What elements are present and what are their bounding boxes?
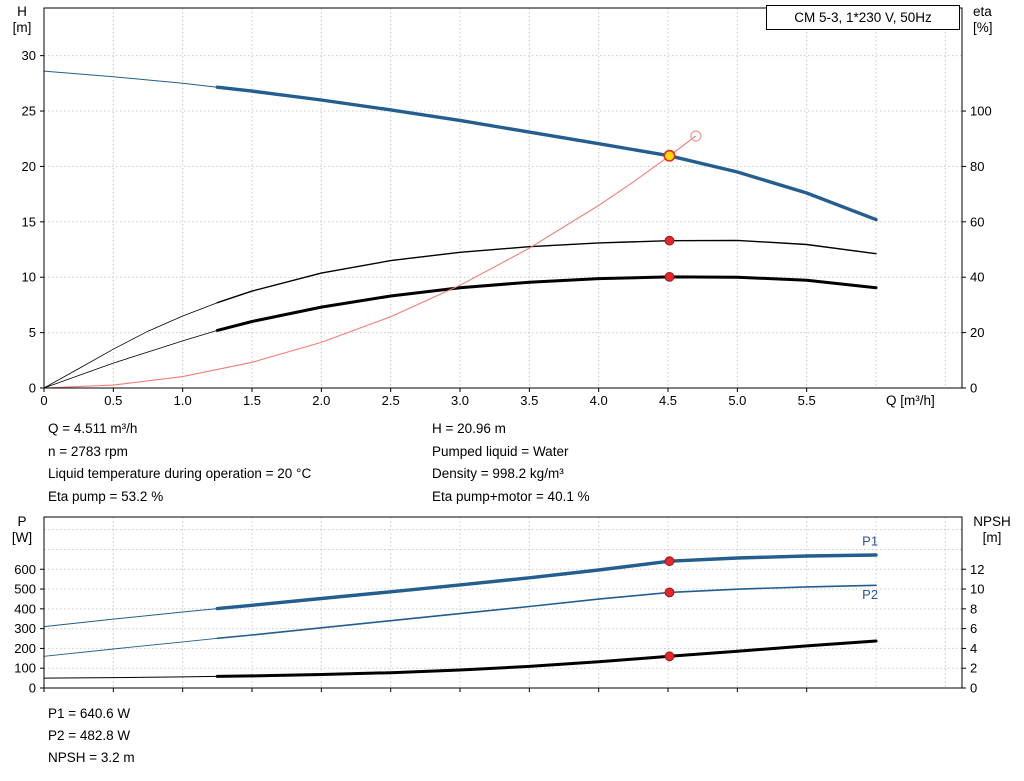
eta-axis-unit: [%] — [973, 20, 993, 35]
left-tick-label: 200 — [14, 641, 36, 656]
left-tick-label: 300 — [14, 621, 36, 636]
eta-pump-motor-point — [664, 272, 675, 282]
right-tick-label: 0 — [970, 681, 977, 696]
right-tick-label: 100 — [970, 104, 992, 119]
power-info: P1 = 640.6 W P2 = 482.8 W NPSH = 3.2 m — [48, 703, 135, 769]
p-axis-symbol: P — [17, 514, 27, 529]
x-tick-label: 2.5 — [382, 393, 400, 408]
right-tick-label: 6 — [970, 621, 977, 636]
left-tick-label: 600 — [14, 562, 36, 577]
series-label-p1: P1 — [862, 534, 878, 549]
npsh-axis-header: NPSH [m] — [964, 514, 1020, 546]
hq-eta-chart: 0 5 10 15 20 25 30 0 20 40 60 80 100 0 0.5 1.0 1.5 2.0 2.5… — [22, 7, 992, 408]
x-tick-label: 4.0 — [590, 393, 608, 408]
duty-info-right: H = 20.96 m Pumped liquid = Water Densit… — [432, 418, 590, 508]
power-npsh-chart: 0 100 200 300 400 500 600 0 2 4 6 8 10 12 P1 P2 — [14, 516, 984, 696]
p2-curve-lead-in — [43, 637, 218, 657]
requested-duty-point — [690, 130, 702, 142]
system-curve — [43, 135, 697, 389]
p1-point — [664, 556, 675, 567]
series-label-p2: P2 — [862, 587, 878, 602]
h-axis-unit: [m] — [12, 20, 32, 35]
p2-value: P2 = 482.8 W — [48, 728, 131, 743]
left-tick-label: 0 — [29, 381, 36, 396]
left-tick-label: 25 — [22, 104, 36, 119]
q-value: Q = 4.511 m³/h — [48, 421, 138, 436]
right-tick-label: 0 — [970, 381, 977, 396]
right-tick-label: 12 — [970, 562, 984, 577]
eta-pump-motor-value: Eta pump+motor = 40.1 % — [432, 488, 590, 504]
duty-point[interactable] — [663, 149, 676, 162]
left-tick-label: 100 — [14, 661, 36, 676]
h-axis-header: H [m] — [2, 4, 42, 36]
pump-model-box: CM 5-3, 1*230 V, 50Hz — [766, 5, 960, 30]
h-value: H = 20.96 m — [432, 421, 506, 436]
left-tick-label: 0 — [29, 681, 36, 696]
eta-pump-curve — [216, 239, 877, 304]
p-axis-unit: [W] — [11, 530, 33, 545]
x-tick-label: 5.0 — [728, 393, 746, 408]
x-tick-label: 3.5 — [520, 393, 538, 408]
duty-info-left: Q = 4.511 m³/h n = 2783 rpm Liquid tempe… — [48, 418, 311, 508]
right-tick-label: 80 — [970, 159, 984, 174]
left-tick-label: 5 — [29, 325, 36, 340]
pump-curve-lead-in — [43, 70, 218, 88]
eta-axis-symbol: eta — [973, 4, 992, 19]
x-tick-label: 3.0 — [451, 393, 469, 408]
npsh-curve-lead-in — [43, 675, 218, 679]
pump-curve — [215, 85, 878, 222]
right-tick-label: 40 — [970, 270, 984, 285]
plot-frame — [43, 516, 963, 689]
p2-point — [664, 587, 675, 598]
p1-curve — [215, 553, 878, 611]
speed-value: n = 2783 rpm — [48, 443, 128, 459]
eta-pump-motor-curve-lead-in — [43, 330, 218, 389]
npsh-axis-unit: [m] — [982, 530, 1002, 545]
p1-value: P1 = 640.6 W — [48, 706, 131, 721]
left-tick-label: 20 — [22, 159, 36, 174]
left-tick-label: 400 — [14, 601, 36, 616]
h-axis-symbol: H — [17, 4, 27, 19]
density-value: Density = 998.2 kg/m³ — [432, 466, 564, 481]
eta-pump-motor-curve — [215, 275, 878, 332]
left-tick-label: 30 — [22, 48, 36, 63]
plot-frame — [43, 7, 963, 389]
npsh-value: NPSH = 3.2 m — [48, 750, 135, 765]
npsh-point — [664, 651, 675, 662]
left-tick-label: 500 — [14, 582, 36, 597]
eta-pump-point — [664, 235, 675, 246]
left-tick-label: 10 — [22, 270, 36, 285]
x-tick-label: 4.5 — [659, 393, 677, 408]
right-tick-label: 2 — [970, 661, 977, 676]
p1-curve-lead-in — [43, 608, 218, 628]
q-axis-label: Q [m³/h] — [886, 393, 935, 408]
right-tick-label: 10 — [970, 582, 984, 597]
liquid-temperature-value: Liquid temperature during operation = 20… — [48, 466, 312, 481]
x-tick-label: 5.5 — [798, 393, 816, 408]
left-tick-label: 15 — [22, 214, 36, 229]
p-axis-header: P [W] — [2, 514, 42, 546]
x-tick-label: 1.5 — [243, 393, 261, 408]
npsh-curve — [215, 639, 878, 678]
x-tick-label: 0 — [40, 393, 47, 408]
right-tick-label: 4 — [970, 641, 977, 656]
pumped-liquid-value: Pumped liquid = Water — [432, 443, 569, 459]
eta-pump-curve-lead-in — [43, 302, 218, 389]
x-tick-label: 0.5 — [104, 393, 122, 408]
eta-axis-header: eta [%] — [973, 4, 1019, 36]
x-tick-label: 2.0 — [312, 393, 330, 408]
x-tick-label: 1.0 — [174, 393, 192, 408]
right-tick-label: 8 — [970, 601, 977, 616]
right-tick-label: 60 — [970, 214, 984, 229]
eta-pump-value: Eta pump = 53.2 % — [48, 488, 164, 504]
p2-curve — [216, 584, 877, 640]
npsh-axis-symbol: NPSH — [973, 514, 1011, 529]
right-tick-label: 20 — [970, 325, 984, 340]
